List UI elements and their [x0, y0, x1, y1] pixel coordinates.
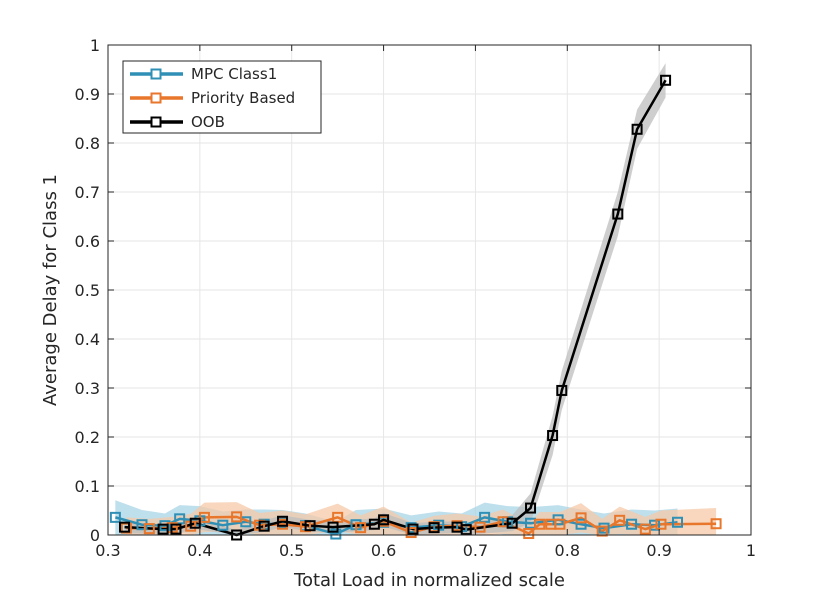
point-mpc-class1	[159, 520, 171, 532]
x-tick-label: 0.6	[371, 541, 396, 560]
point-oob	[660, 74, 672, 86]
series-markers	[109, 74, 722, 541]
point-oob	[612, 208, 624, 220]
y-tick-label: 0.5	[75, 281, 100, 300]
y-tick-label: 0.3	[75, 379, 100, 398]
legend-label-priority-based: Priority Based	[191, 89, 295, 107]
point-priority-based	[710, 518, 722, 530]
point-mpc-class1	[174, 513, 186, 525]
point-priority-based	[405, 527, 417, 539]
y-tick-label: 0.2	[75, 428, 100, 447]
point-oob	[631, 123, 643, 135]
y-tick-label: 0.9	[75, 85, 100, 104]
point-mpc-class1	[575, 518, 587, 530]
point-oob	[428, 522, 440, 534]
y-tick-label: 0.8	[75, 134, 100, 153]
point-priority-based	[355, 522, 367, 534]
point-priority-based	[534, 518, 546, 530]
point-priority-based	[474, 521, 486, 533]
legend-label-mpc-class1: MPC Class1	[191, 65, 277, 83]
point-priority-based	[639, 523, 651, 535]
x-tick-label: 1	[746, 541, 756, 560]
point-mpc-class1	[672, 516, 684, 528]
point-priority-based	[198, 511, 210, 523]
x-tick-label: 0.7	[463, 541, 488, 560]
point-mpc-class1	[626, 518, 638, 530]
point-oob	[506, 517, 518, 529]
point-oob	[258, 520, 270, 532]
point-mpc-class1	[330, 528, 342, 540]
y-tick-label: 1	[90, 36, 100, 55]
point-priority-based	[575, 512, 587, 524]
point-oob	[304, 520, 316, 532]
point-mpc-class1	[217, 519, 229, 531]
y-tick-label: 0	[90, 526, 100, 545]
point-oob	[556, 384, 568, 396]
y-tick-label: 0.4	[75, 330, 100, 349]
x-tick-label: 0.9	[646, 541, 671, 560]
legend: MPC Class1 Priority Based OOB	[122, 60, 322, 134]
x-tick-label: 0.8	[555, 541, 580, 560]
x-axis-label: Total Load in normalized scale	[293, 570, 565, 591]
point-oob	[157, 523, 169, 535]
point-priority-based	[596, 525, 608, 537]
point-mpc-class1	[109, 511, 121, 523]
y-tick-label: 0.1	[75, 477, 100, 496]
x-tick-label: 0.4	[187, 541, 212, 560]
point-oob	[407, 523, 419, 535]
x-tick-label: 0.3	[95, 541, 120, 560]
point-oob	[327, 521, 339, 533]
x-tick-label: 0.5	[279, 541, 304, 560]
point-mpc-class1	[598, 522, 610, 534]
point-priority-based	[655, 518, 667, 530]
point-priority-based	[614, 514, 626, 526]
legend-label-oob: OOB	[191, 113, 225, 131]
y-tick-label: 0.7	[75, 183, 100, 202]
point-priority-based	[231, 511, 243, 523]
point-oob	[378, 514, 390, 526]
legend-marker-priority-based	[150, 92, 162, 104]
legend-marker-mpc-class1	[150, 68, 162, 80]
legend-marker-oob	[150, 116, 162, 128]
y-tick-label: 0.6	[75, 232, 100, 251]
point-priority-based	[523, 528, 535, 540]
line-oob	[124, 79, 667, 537]
point-oob	[277, 515, 289, 527]
point-oob	[189, 517, 201, 529]
point-priority-based	[554, 518, 566, 530]
point-oob	[460, 524, 472, 536]
point-oob	[119, 521, 131, 533]
point-oob	[547, 430, 559, 442]
point-priority-based	[143, 523, 155, 535]
axis-ticks: 0.3 0.4 0.5 0.6 0.7 0.8 0.9 1 0 0.1 0.2 0.3 0.4 0.5 0.…	[75, 36, 757, 560]
y-axis-label: Average Delay for Class 1	[40, 174, 61, 406]
point-oob	[170, 523, 182, 535]
point-oob	[525, 502, 537, 514]
